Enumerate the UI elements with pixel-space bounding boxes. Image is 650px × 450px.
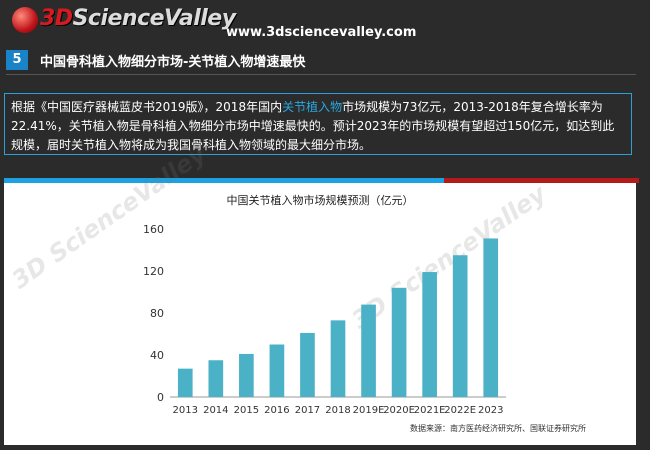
- logo-name: ScienceValley: [72, 6, 236, 31]
- bar-2018: [330, 320, 346, 397]
- bar-2019E: [361, 304, 376, 397]
- site-url[interactable]: www.3dsciencevalley.com: [226, 25, 417, 40]
- logo-text: 3DScienceValley: [40, 6, 236, 31]
- x-tick-label: 2023: [478, 405, 503, 416]
- logo-prefix: 3D: [40, 6, 73, 31]
- x-tick-label: 2014: [203, 405, 228, 416]
- summary-highlight: 关节植入物: [282, 100, 343, 114]
- x-tick-label: 2021E: [414, 405, 446, 416]
- accent-bar-red: [444, 178, 639, 183]
- bar-2020E: [391, 287, 407, 397]
- chart-title: 中国关节植入物市场规模预测（亿元）: [226, 194, 414, 207]
- bar-2017: [300, 332, 315, 397]
- bar-2015: [239, 353, 254, 397]
- bar-2014: [208, 360, 224, 397]
- logo: 3DScienceValley: [10, 3, 236, 39]
- bar-chart: 0 40 80 120 160 2013 2014 2015 2016 2017 2018 2019E…: [143, 223, 506, 416]
- y-tick-label: 160: [143, 223, 164, 236]
- x-tick-label: 2017: [295, 405, 320, 416]
- accent-bar-blue: [4, 178, 444, 183]
- x-tick-label: 2020E: [383, 405, 415, 416]
- x-tick-label: 2022E: [444, 405, 476, 416]
- chart-panel: 3D ScienceValley 3D ScienceValley 中国关节植入…: [4, 140, 636, 445]
- summary-part2: 市场规模为73亿元，2013-2018年复合增长率为22.41%，关节植入物是骨…: [11, 100, 615, 152]
- x-tick-label: 2013: [173, 405, 198, 416]
- bar-2013: [177, 368, 193, 397]
- logo-globe-icon: [12, 7, 38, 33]
- y-tick-label: 120: [143, 265, 164, 278]
- x-tick-label: 2018: [325, 405, 350, 416]
- bar-2016: [269, 344, 285, 397]
- bar-2023: [483, 238, 499, 397]
- x-tick-label: 2019E: [353, 405, 385, 416]
- y-tick-label: 0: [157, 391, 164, 404]
- data-source: 数据来源：南方医药经济研究所、国联证券研究所: [410, 424, 586, 433]
- y-tick-label: 40: [150, 349, 164, 362]
- y-tick-label: 80: [150, 307, 164, 320]
- x-tick-label: 2015: [234, 405, 259, 416]
- summary-text: 根据《中国医疗器械蓝皮书2019版》，2018年国内关节植入物市场规模为73亿元…: [4, 93, 632, 155]
- x-tick-label: 2016: [264, 405, 289, 416]
- bar-2021E: [422, 272, 437, 397]
- header-divider: [6, 74, 636, 75]
- summary-part1: 根据《中国医疗器械蓝皮书2019版》，2018年国内: [11, 100, 283, 114]
- section-title: 中国骨科植入物细分市场-关节植入物增速最快: [40, 55, 306, 70]
- section-number: 5: [6, 50, 28, 70]
- bar-2022E: [452, 255, 468, 397]
